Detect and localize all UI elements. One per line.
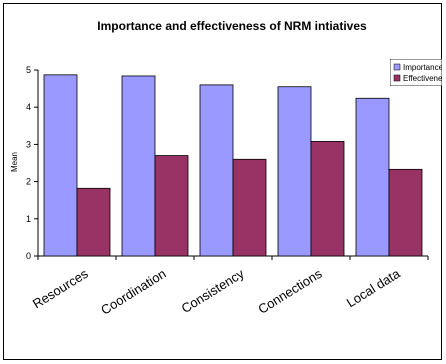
bar-importance-local-data — [355, 97, 390, 257]
plot-area: 0 1 2 3 4 5 Resources Coordination Consistency Co… — [26, 65, 429, 318]
x-category-label: Coordination — [98, 266, 168, 318]
bar-importance-connections — [277, 86, 312, 257]
x-category-label: Consistency — [179, 266, 247, 317]
bar-effectiveness-resources — [76, 187, 111, 257]
bar-importance-resources — [43, 74, 78, 257]
legend-box — [390, 59, 442, 86]
y-tick-label: 5 — [26, 65, 31, 75]
x-category-label: Local data — [344, 265, 403, 310]
bar-effectiveness-connections — [310, 141, 345, 257]
x-category-label: Connections — [255, 266, 325, 317]
y-tick-label: 2 — [26, 177, 31, 187]
y-tick-label: 3 — [26, 139, 31, 149]
bar-effectiveness-coordination — [154, 155, 189, 257]
x-category-label: Resources — [30, 266, 91, 312]
y-axis-label: Mean — [10, 152, 19, 172]
y-tick-label: 1 — [26, 214, 31, 224]
y-tick-label: 4 — [26, 102, 31, 112]
chart-frame: Importance and effectiveness of NRM inti… — [3, 3, 442, 360]
bar-effectiveness-consistency — [232, 158, 267, 257]
bar-importance-consistency — [199, 84, 234, 257]
legend-label-importance: Importance — [403, 63, 443, 72]
bar-chart: Importance and effectiveness of NRM inti… — [10, 19, 443, 318]
legend-swatch-importance — [393, 63, 401, 71]
y-tick-label: 0 — [26, 251, 31, 261]
legend: Importance Effectiveness — [390, 59, 443, 86]
bar-importance-coordination — [121, 75, 156, 257]
legend-swatch-effectiveness — [393, 74, 401, 82]
chart-title: Importance and effectiveness of NRM inti… — [97, 19, 367, 33]
legend-label-effectiveness: Effectiveness — [403, 74, 443, 83]
bar-effectiveness-local-data — [388, 168, 423, 257]
